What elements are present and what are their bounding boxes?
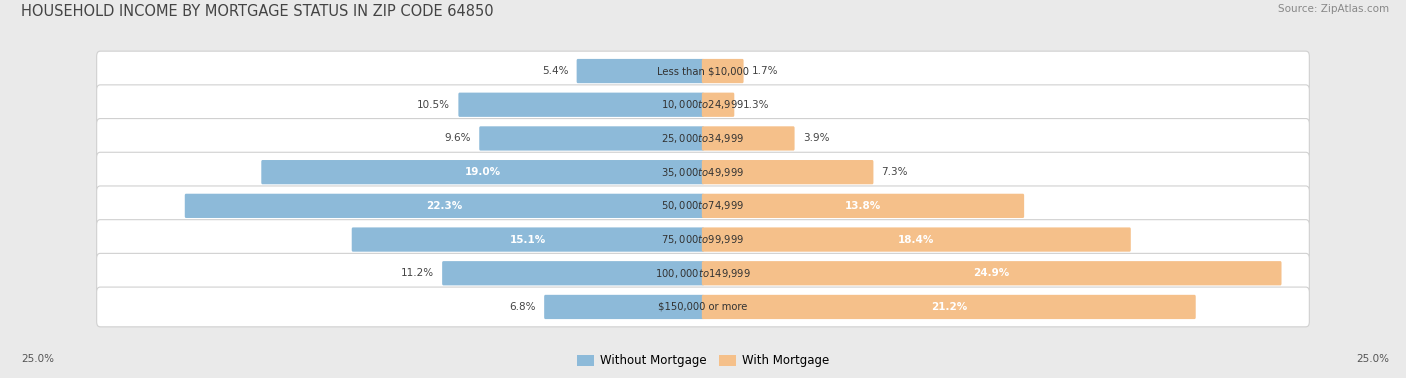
Text: 21.2%: 21.2% [931,302,967,312]
FancyBboxPatch shape [702,295,1195,319]
Text: $35,000 to $49,999: $35,000 to $49,999 [661,166,745,179]
Text: 1.3%: 1.3% [742,100,769,110]
Text: 6.8%: 6.8% [509,302,536,312]
FancyBboxPatch shape [97,85,1309,125]
FancyBboxPatch shape [262,160,704,184]
FancyBboxPatch shape [702,160,873,184]
Text: 5.4%: 5.4% [543,66,568,76]
FancyBboxPatch shape [184,194,704,218]
FancyBboxPatch shape [97,186,1309,226]
Text: 24.9%: 24.9% [973,268,1010,278]
FancyBboxPatch shape [702,59,744,83]
Text: $50,000 to $74,999: $50,000 to $74,999 [661,199,745,212]
FancyBboxPatch shape [702,126,794,150]
Text: 18.4%: 18.4% [898,235,935,245]
FancyBboxPatch shape [97,253,1309,293]
FancyBboxPatch shape [352,228,704,252]
Text: 25.0%: 25.0% [1357,354,1389,364]
Legend: Without Mortgage, With Mortgage: Without Mortgage, With Mortgage [572,350,834,372]
Text: $150,000 or more: $150,000 or more [658,302,748,312]
FancyBboxPatch shape [441,261,704,285]
FancyBboxPatch shape [702,228,1130,252]
FancyBboxPatch shape [97,287,1309,327]
FancyBboxPatch shape [458,93,704,117]
Text: $10,000 to $24,999: $10,000 to $24,999 [661,98,745,111]
Text: 19.0%: 19.0% [464,167,501,177]
Text: $75,000 to $99,999: $75,000 to $99,999 [661,233,745,246]
Text: 15.1%: 15.1% [510,235,546,245]
Text: 11.2%: 11.2% [401,268,434,278]
Text: 25.0%: 25.0% [21,354,53,364]
FancyBboxPatch shape [576,59,704,83]
FancyBboxPatch shape [702,194,1024,218]
Text: $25,000 to $34,999: $25,000 to $34,999 [661,132,745,145]
FancyBboxPatch shape [702,93,734,117]
Text: Source: ZipAtlas.com: Source: ZipAtlas.com [1278,4,1389,14]
Text: $100,000 to $149,999: $100,000 to $149,999 [655,267,751,280]
Text: 10.5%: 10.5% [418,100,450,110]
Text: 9.6%: 9.6% [444,133,471,143]
Text: 22.3%: 22.3% [426,201,463,211]
Text: 13.8%: 13.8% [845,201,882,211]
FancyBboxPatch shape [702,261,1281,285]
Text: HOUSEHOLD INCOME BY MORTGAGE STATUS IN ZIP CODE 64850: HOUSEHOLD INCOME BY MORTGAGE STATUS IN Z… [21,4,494,19]
FancyBboxPatch shape [97,220,1309,259]
Text: Less than $10,000: Less than $10,000 [657,66,749,76]
Text: 7.3%: 7.3% [882,167,908,177]
FancyBboxPatch shape [479,126,704,150]
Text: 1.7%: 1.7% [752,66,778,76]
Text: 3.9%: 3.9% [803,133,830,143]
FancyBboxPatch shape [97,119,1309,158]
FancyBboxPatch shape [97,51,1309,91]
FancyBboxPatch shape [97,152,1309,192]
FancyBboxPatch shape [544,295,704,319]
